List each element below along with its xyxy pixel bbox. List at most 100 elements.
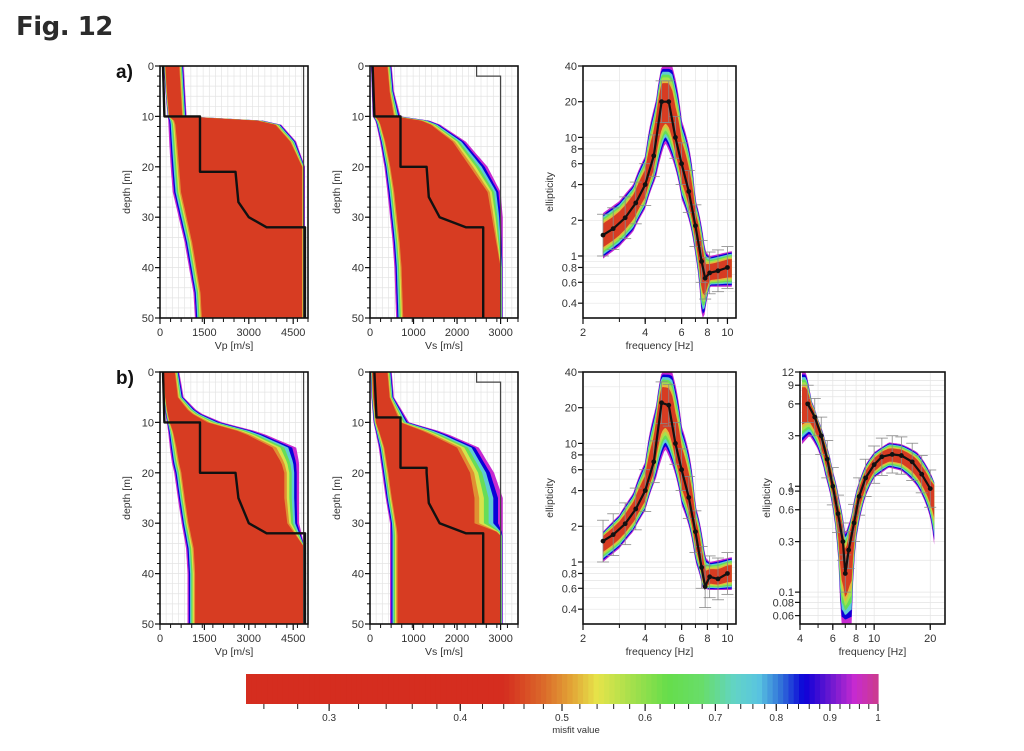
x-tick-label: 0 (157, 327, 163, 339)
data-point (659, 400, 664, 406)
y-tick-label: 20 (142, 468, 154, 480)
colorbar-segment (662, 674, 668, 704)
colorbar-segment (246, 674, 252, 704)
colorbar-segment (467, 674, 474, 704)
y-tick-label: 0.4 (562, 604, 577, 616)
y-tick-label: 30 (352, 212, 364, 224)
x-tick-label: 0 (367, 633, 373, 645)
colorbar-segment (530, 674, 537, 704)
y-axis-label: depth [m] (331, 170, 343, 214)
ensemble-band (372, 372, 501, 624)
x-tick-label: 8 (704, 633, 710, 645)
colorbar-segment (672, 674, 679, 704)
y-tick-label: 6 (788, 399, 794, 411)
colorbar-segment (851, 674, 858, 704)
reference-model-line (476, 66, 502, 318)
x-tick-label: 2000 (445, 633, 469, 645)
colorbar-segment (693, 674, 700, 704)
data-point (693, 223, 698, 229)
colorbar-segment (804, 674, 811, 704)
colorbar-segment (319, 674, 326, 704)
x-tick-label: 20 (924, 633, 936, 645)
y-tick-label: 0 (148, 367, 154, 379)
data-point (835, 511, 841, 517)
colorbar-segment (709, 674, 716, 704)
colorbar-segment (382, 674, 389, 704)
colorbar-segment (556, 674, 563, 704)
plot-frame (582, 65, 737, 319)
y-tick-label: 2 (571, 521, 577, 533)
y-tick-label: 1 (571, 557, 577, 569)
data-point (805, 401, 811, 407)
colorbar-segment (872, 674, 879, 704)
colorbar-segment (562, 674, 568, 704)
x-tick-label: 6 (679, 327, 685, 339)
colorbar-segment (303, 674, 310, 704)
data-point (642, 182, 648, 187)
data-point (824, 456, 830, 462)
x-tick-label: 3000 (488, 633, 512, 645)
colorbar-segment (635, 674, 642, 704)
colorbar-segment (630, 674, 637, 704)
colorbar-segment (835, 674, 842, 704)
data-point (693, 529, 698, 535)
colorbar-segment (614, 674, 621, 704)
x-tick-label: 8 (853, 633, 859, 645)
data-point (666, 99, 672, 105)
colorbar-segment (683, 674, 689, 704)
data-point (679, 467, 684, 473)
x-tick-label: 3000 (237, 633, 261, 645)
y-axis-label: depth [m] (121, 170, 133, 214)
x-tick-label: 4 (642, 327, 648, 339)
colorbar-segment (720, 674, 726, 704)
y-axis-label: depth [m] (121, 476, 133, 520)
row-label-a: a) (116, 62, 133, 83)
colorbar-segment (746, 674, 753, 704)
x-tick-label: 2000 (445, 327, 469, 339)
colorbar-segment (251, 674, 258, 704)
colorbar-segment (820, 674, 826, 704)
y-tick-label: 0.6 (562, 277, 577, 289)
colorbar-segment (772, 674, 779, 704)
data-point (610, 532, 616, 538)
data-point (812, 414, 818, 420)
y-tick-label: 6 (571, 465, 577, 477)
y-tick-label: 0.1 (779, 587, 794, 599)
x-tick-label: 4500 (281, 327, 305, 339)
x-axis-label: Vs [m/s] (425, 340, 463, 352)
y-tick-label: 1 (788, 481, 794, 493)
colorbar-segment (641, 674, 647, 704)
data-point (927, 486, 933, 492)
x-tick-label: 10 (721, 327, 733, 339)
colorbar-tick-label: 0.6 (638, 713, 652, 724)
colorbar-segment (830, 674, 837, 704)
y-tick-label: 50 (352, 313, 364, 325)
colorbar-segment (330, 674, 337, 704)
x-tick-label: 0 (367, 327, 373, 339)
colorbar-segment (514, 674, 521, 704)
y-axis-label: ellipticity (544, 477, 556, 517)
colorbar-segment (393, 674, 400, 704)
y-tick-label: 40 (352, 263, 364, 275)
y-tick-label: 50 (142, 313, 154, 325)
y-tick-label: 9 (788, 380, 794, 392)
colorbar-segment (493, 674, 500, 704)
data-point (600, 538, 606, 544)
colorbar-segment (483, 674, 489, 704)
y-tick-label: 0 (358, 61, 364, 73)
colorbar-segment (846, 674, 853, 704)
y-tick-label: 10 (352, 417, 364, 429)
colorbar-segment (783, 674, 790, 704)
colorbar-segment (609, 674, 616, 704)
data-point (725, 571, 730, 576)
colorbar-segment (867, 674, 874, 704)
y-axis-label: depth [m] (331, 476, 343, 520)
y-axis-label: ellipticity (761, 477, 773, 517)
x-tick-label: 6 (830, 633, 836, 645)
data-point (673, 440, 678, 446)
